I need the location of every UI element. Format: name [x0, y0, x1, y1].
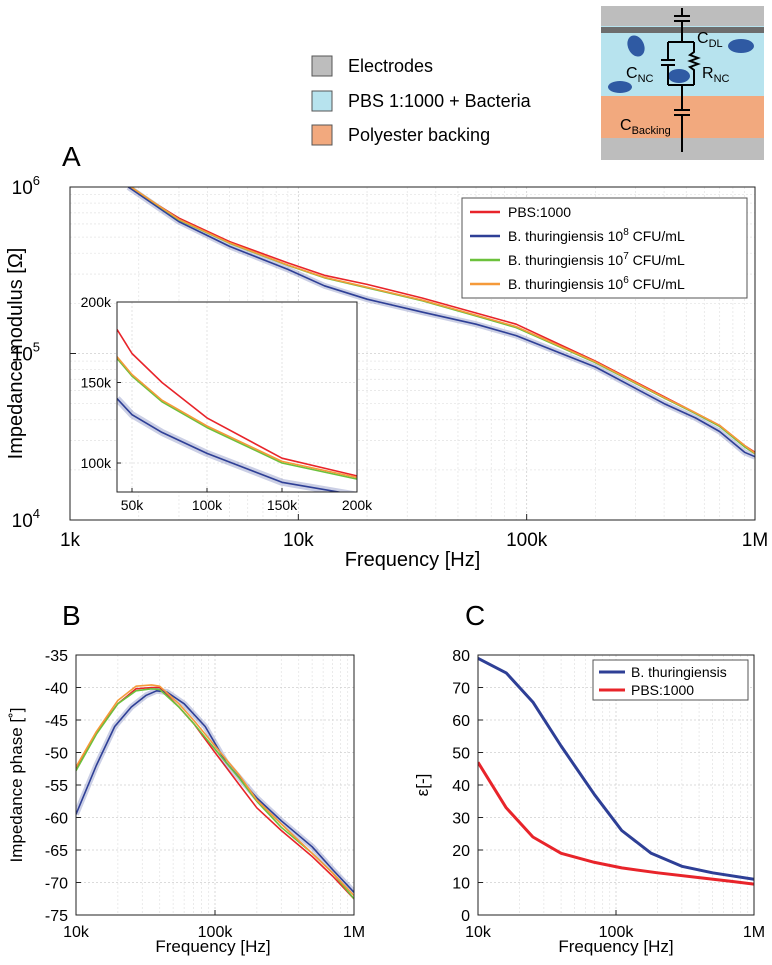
inset-chart-a: 50k 100k 150k 200k 100k 150k 200k [81, 294, 374, 513]
c-line-pbs-1000 [478, 761, 754, 886]
bacterium-3 [668, 69, 690, 83]
y-tick-label-b: -55 [45, 778, 68, 795]
x-tick-label-a: 10k [283, 530, 314, 551]
legend-label-a: B. thuringiensis 108 CFU/mL [508, 227, 685, 244]
x-tick-label-a: 100k [506, 530, 548, 551]
inset-x-tick-label: 200k [342, 497, 373, 513]
y-tick-label-c: 70 [452, 681, 470, 698]
y-tick-label-c: 10 [452, 876, 470, 893]
inset-x-tick-label: 100k [192, 497, 223, 513]
legend-a: PBS:1000 B. thuringiensis 108 CFU/mL B. th… [461, 197, 748, 299]
inset-x-tick-label: 50k [121, 497, 145, 513]
inset-series-line-10-6 [117, 356, 357, 479]
inset-series-line-10-8 [117, 398, 344, 492]
y-tick-label-c: 0 [461, 908, 470, 925]
x-tick-label-b: 1M [343, 924, 365, 941]
legend-swatch-pbs [311, 90, 333, 112]
y-tick-label-a: 104 [12, 506, 40, 532]
x-tick-label-a: 1M [742, 530, 768, 551]
y-tick-label-b: -75 [45, 908, 68, 925]
y-tick-label-b: -45 [45, 713, 68, 730]
legend-label-a: B. thuringiensis 106 CFU/mL [508, 275, 685, 292]
inset-series-line-10-7 [117, 357, 357, 480]
series-a-line-b-thuringiensis-10-8-cfu-ml [127, 187, 755, 458]
legend-box-a [461, 197, 748, 299]
y-tick-label-b: -65 [45, 843, 68, 860]
panel-letter-c: C [465, 600, 485, 631]
inset-x-tick-label: 150k [267, 497, 298, 513]
x-tick-label-b: 10k [63, 924, 90, 941]
chart-panel-a: 1k 10k 100k 1M 104 105 106 Frequency [Hz] Impeda… [5, 173, 768, 571]
legend-box-c [592, 659, 749, 701]
b-line-10-8 [76, 690, 354, 893]
bacterium-2 [728, 39, 754, 53]
inset-y-tick-label: 150k [81, 375, 112, 391]
series-a-line-b-thuringiensis-10-6-cfu-ml [130, 187, 755, 454]
label-cnc: CNC [626, 65, 654, 85]
legend-label-a: PBS:1000 [508, 204, 571, 220]
y-tick-label-c: 30 [452, 811, 470, 828]
chart-panel-b: 10k 100k 1M -35 -40 -45 -50 -55 -60 -65 -70 -75 Freq… [7, 648, 365, 956]
panel-letter-a: A [62, 141, 81, 172]
legend-label-a: B. thuringiensis 107 CFU/mL [508, 251, 685, 268]
y-tick-label-c: 60 [452, 713, 470, 730]
b-line-10-6 [76, 684, 354, 897]
y-tick-label-c: 80 [452, 648, 470, 665]
inset-y-tick-label: 100k [81, 455, 112, 471]
y-tick-label-c: 40 [452, 778, 470, 795]
legend-label-electrodes: Electrodes [348, 56, 433, 76]
y-tick-label-b: -50 [45, 746, 68, 763]
y-axis-label-a: Impedance modulus [Ω] [5, 248, 27, 460]
y-axis-label-b: Impedance phase [˚] [7, 708, 26, 863]
label-cdl: CDL [697, 30, 723, 50]
inset-frame [116, 301, 358, 493]
y-tick-label-b: -60 [45, 811, 68, 828]
legend-label-c: PBS:1000 [631, 682, 694, 698]
c-line-b-thuringiensis [478, 656, 754, 881]
y-axis-label-c: ε[-] [413, 774, 432, 797]
x-tick-label-a: 1k [60, 530, 81, 551]
x-tick-label-c: 1M [743, 924, 765, 941]
y-tick-label-c: 50 [452, 746, 470, 763]
legend-swatch-electrodes [311, 55, 333, 77]
panel-letter-b: B [62, 600, 81, 631]
label-rnc: RNC [702, 65, 730, 85]
y-tick-label-b: -40 [45, 681, 68, 698]
x-axis-label-c: Frequency [Hz] [558, 937, 673, 956]
legend-swatch-backing [311, 124, 333, 146]
bacterium-4 [608, 81, 632, 93]
x-axis-label-a: Frequency [Hz] [345, 549, 481, 571]
y-tick-label-c: 20 [452, 843, 470, 860]
x-axis-label-b: Frequency [Hz] [155, 937, 270, 956]
bacterium-1 [627, 35, 645, 57]
chart-panel-c: 10k 100k 1M 0 10 20 30 40 50 60 70 80 Frequency [Hz]… [413, 648, 765, 956]
legend-label-pbs: PBS 1:1000 + Bacteria [348, 91, 532, 111]
y-tick-label-a: 106 [12, 173, 40, 199]
x-tick-label-c: 10k [465, 924, 492, 941]
circuit-wires [661, 8, 701, 152]
inset-y-tick-label: 200k [81, 294, 112, 310]
material-legend: Electrodes PBS 1:1000 + Bacteria Polyest… [311, 55, 532, 146]
x-tick-label-c: 100k [599, 924, 635, 941]
inset-series-line-pbs-1000 [117, 328, 357, 477]
y-tick-label-a: 105 [12, 340, 40, 366]
y-tick-label-b: -70 [45, 876, 68, 893]
y-tick-label-b: -35 [45, 648, 68, 665]
x-tick-label-b: 100k [198, 924, 234, 941]
legend-label-backing: Polyester backing [348, 125, 490, 145]
label-cbacking: CBacking [620, 117, 671, 137]
legend-label-c: B. thuringiensis [631, 664, 727, 680]
circuit-schematic: CDL CNC RNC CBacking [601, 6, 764, 160]
legend-c: B. thuringiensis PBS:1000 [592, 659, 749, 701]
